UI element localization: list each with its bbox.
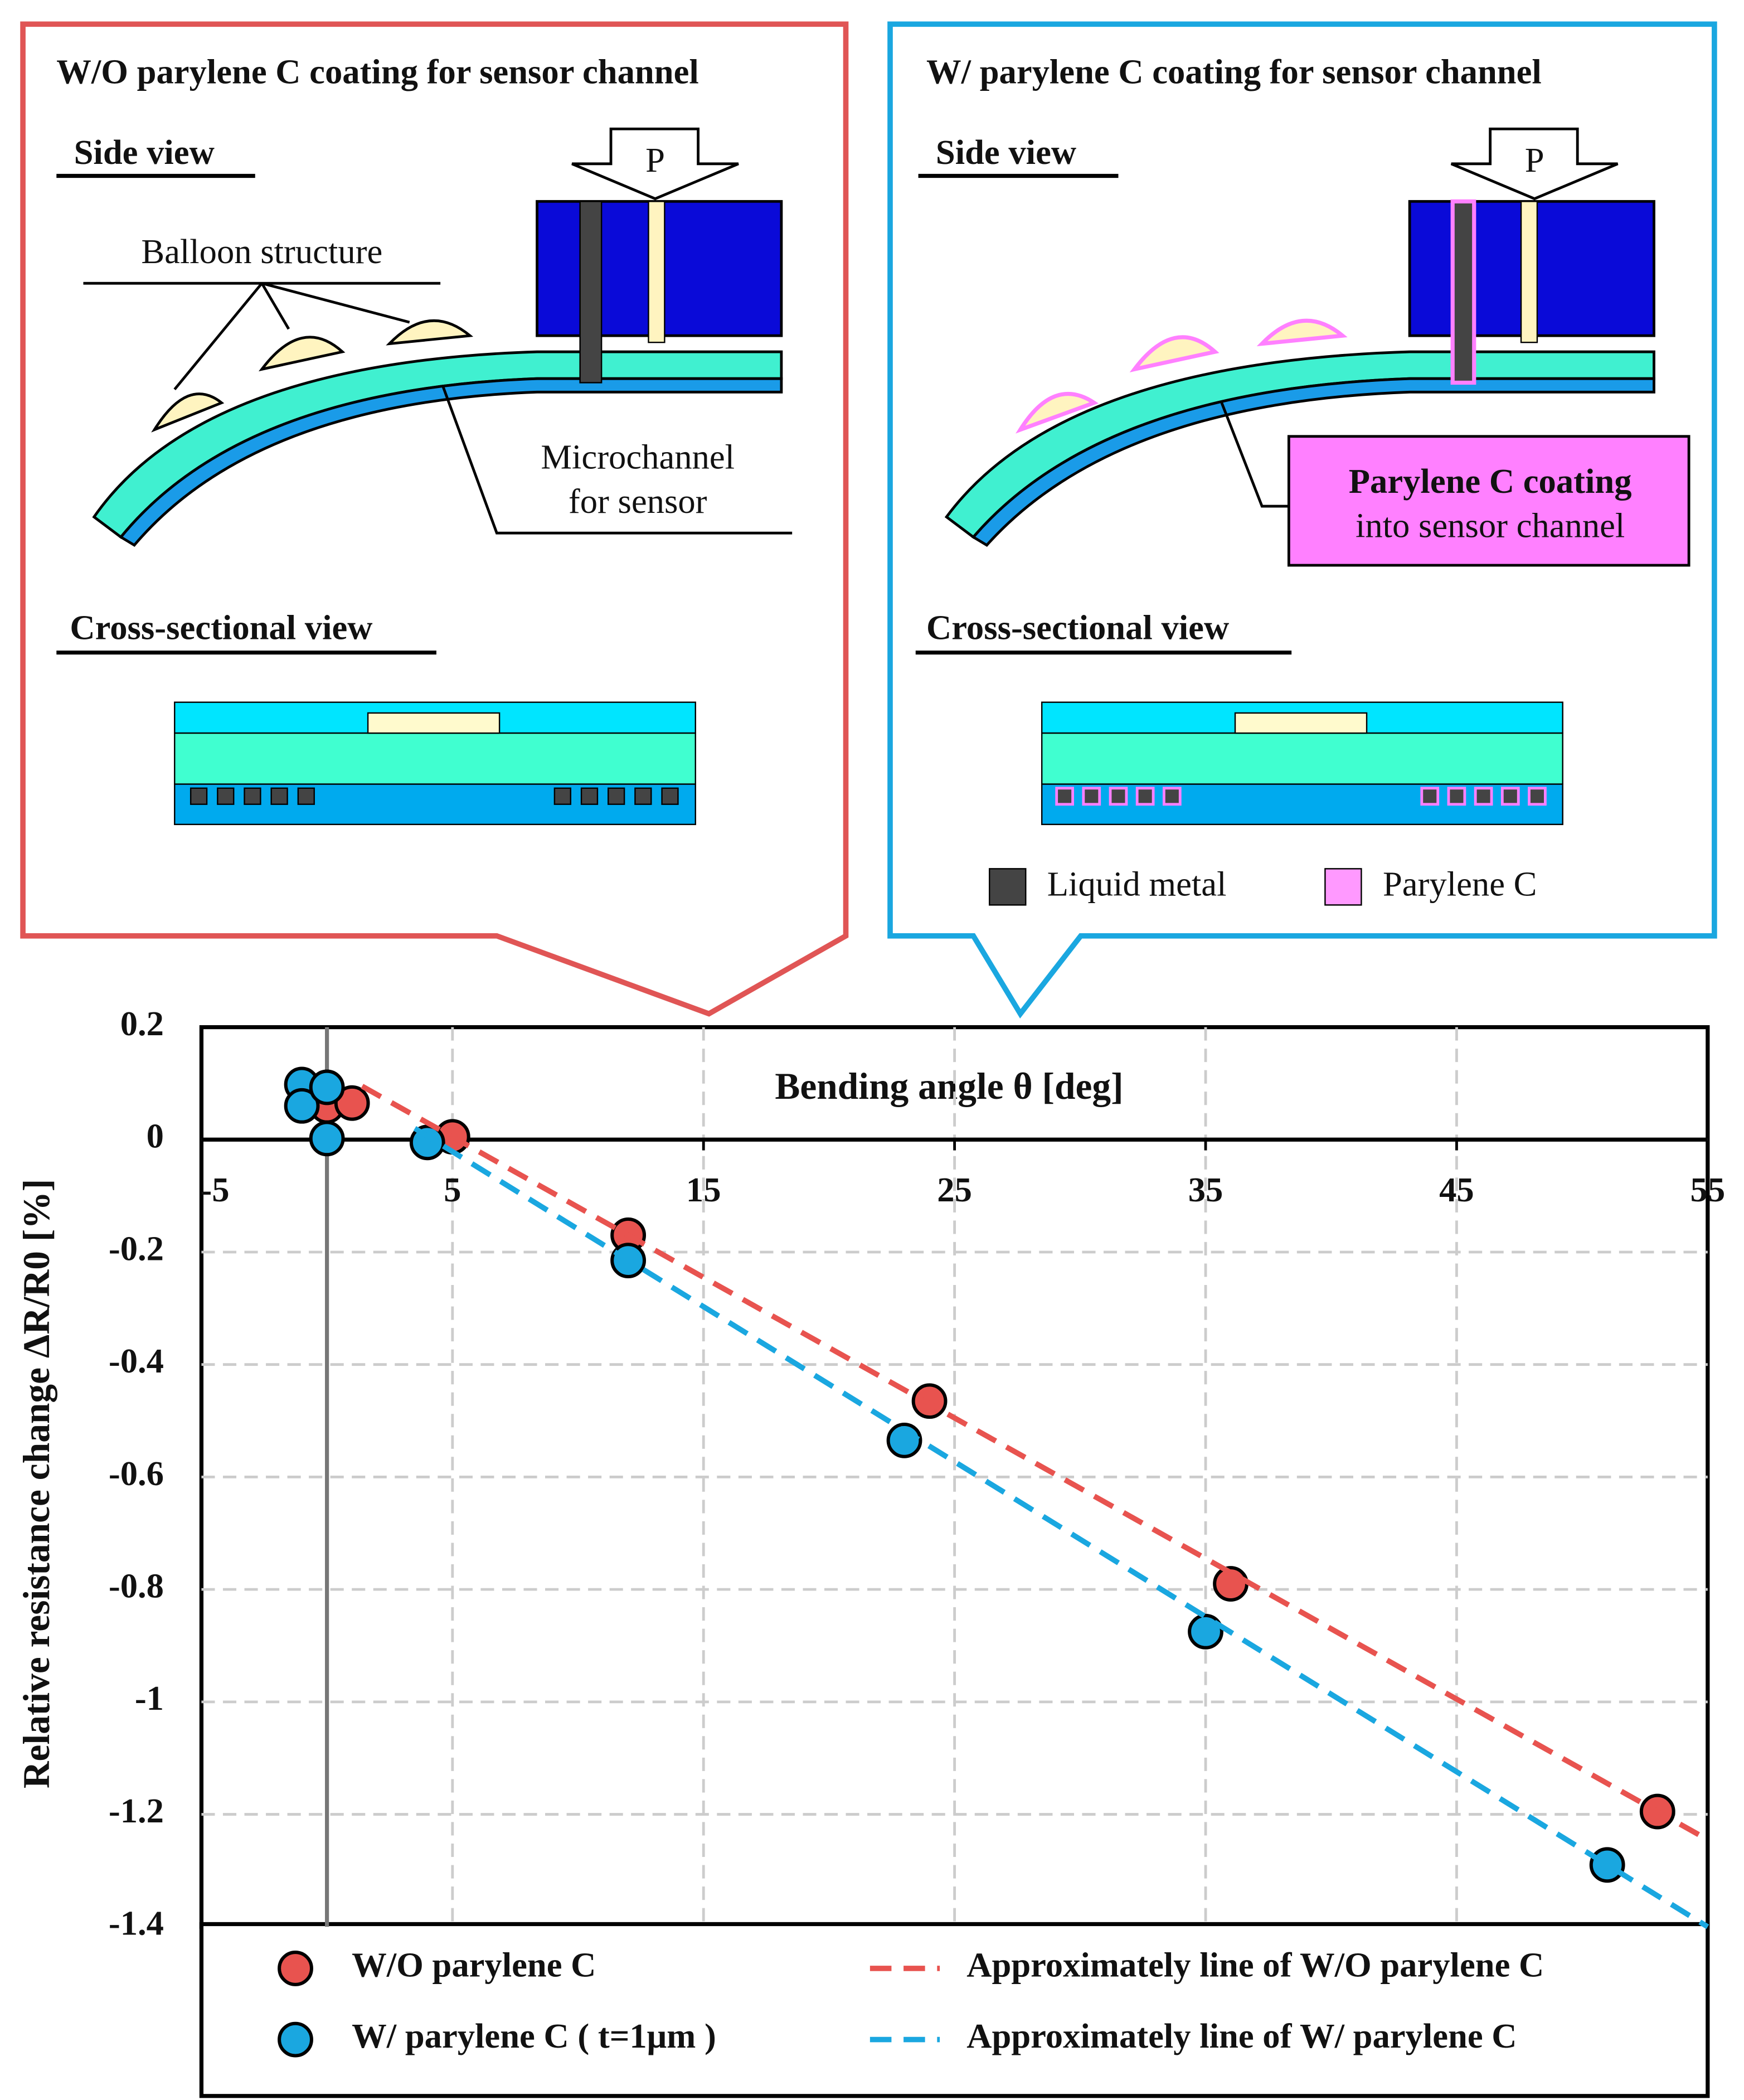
annotation: Balloon structure xyxy=(141,232,382,271)
legend-swatch xyxy=(1324,868,1362,906)
point xyxy=(334,1085,370,1121)
legend-label: Parylene C xyxy=(1383,864,1537,903)
x-tick-label: 25 xyxy=(937,1170,972,1209)
annotation: for sensor xyxy=(569,482,707,521)
x-tick-label: 35 xyxy=(1188,1170,1223,1209)
x-tick-label: 5 xyxy=(444,1170,461,1209)
point xyxy=(1589,1847,1625,1883)
legend-label: Approximately line of W/ parylene C xyxy=(966,2016,1517,2055)
layer xyxy=(174,732,696,785)
panel-title: W/ parylene C coating for sensor channel xyxy=(926,52,1542,91)
arrow xyxy=(1450,127,1619,201)
channel xyxy=(648,201,665,343)
annotation: Parylene C coating xyxy=(1349,462,1632,501)
leader xyxy=(1220,402,1289,508)
legend-box xyxy=(199,1922,1710,2098)
x-tick-label: 45 xyxy=(1439,1170,1474,1209)
panel-title: W/O parylene C coating for sensor channe… xyxy=(56,52,698,91)
leader xyxy=(441,386,793,535)
point xyxy=(886,1422,922,1458)
y-tick-label: -1 xyxy=(135,1679,164,1718)
section-label: Side view xyxy=(936,133,1076,172)
channel xyxy=(1234,712,1368,734)
callout-box xyxy=(1287,435,1690,567)
y-tick-label: -1.4 xyxy=(109,1904,164,1943)
y-tick-label: 0.2 xyxy=(120,1004,164,1043)
y-tick-label: 0 xyxy=(147,1117,164,1156)
liquid-metal xyxy=(1450,199,1476,385)
fit-line xyxy=(413,1126,1709,1929)
arrow-label: P xyxy=(645,140,665,180)
point xyxy=(1188,1613,1223,1650)
y-axis-title: Relative resistance change ΔR/R0 [%] xyxy=(16,1179,57,1788)
annotation: Microchannel xyxy=(541,438,735,477)
arrow xyxy=(571,127,739,201)
legend-label: W/ parylene C ( t=1μm ) xyxy=(352,2016,716,2055)
liquid-metal xyxy=(1055,787,1547,806)
point xyxy=(1213,1566,1249,1602)
x-axis-title: Bending angle θ [deg] xyxy=(775,1065,1123,1107)
layer xyxy=(119,377,783,547)
annotation: into sensor channel xyxy=(1356,506,1625,545)
right-panel: W/ parylene C coating for sensor channel… xyxy=(887,21,1717,1019)
layer xyxy=(1041,732,1563,785)
arrow-label: P xyxy=(1525,140,1544,180)
y-tick-label: -0.4 xyxy=(109,1341,164,1380)
point xyxy=(309,1121,345,1157)
balloons xyxy=(1016,318,1348,434)
legend-swatch xyxy=(278,1951,313,1986)
section-label: Cross-sectional view xyxy=(926,608,1229,647)
panel-border xyxy=(887,21,1717,1019)
point xyxy=(309,1069,345,1105)
liquid-metal xyxy=(579,201,603,384)
leader xyxy=(173,282,410,391)
y-tick-label: -0.8 xyxy=(109,1566,164,1606)
point xyxy=(409,1124,445,1161)
section-label: Cross-sectional view xyxy=(70,608,372,647)
x-tick-label: 15 xyxy=(686,1170,721,1209)
legend-swatch xyxy=(989,868,1027,906)
liquid-metal xyxy=(190,787,679,805)
panel-border xyxy=(20,21,849,1017)
legend-label: Liquid metal xyxy=(1047,864,1227,903)
legend-swatch xyxy=(278,2021,313,2058)
legend-label: W/O parylene C xyxy=(352,1945,596,1984)
y-tick-label: -0.6 xyxy=(109,1454,164,1493)
fit-line xyxy=(361,1084,1709,1842)
section-label: Side view xyxy=(74,133,215,172)
point xyxy=(284,1088,320,1124)
left-panel: W/O parylene C coating for sensor channe… xyxy=(20,21,849,1017)
balloons xyxy=(151,319,474,433)
x-tick-label: -5 xyxy=(200,1170,229,1209)
x-tick-label: 55 xyxy=(1690,1170,1726,1209)
channel xyxy=(367,712,501,734)
legend-label: Approximately line of W/O parylene C xyxy=(966,1945,1544,1984)
channel xyxy=(1520,201,1538,343)
layer xyxy=(971,377,1655,547)
y-tick-label: -1.2 xyxy=(109,1791,164,1830)
y-tick-label: -0.2 xyxy=(109,1229,164,1268)
